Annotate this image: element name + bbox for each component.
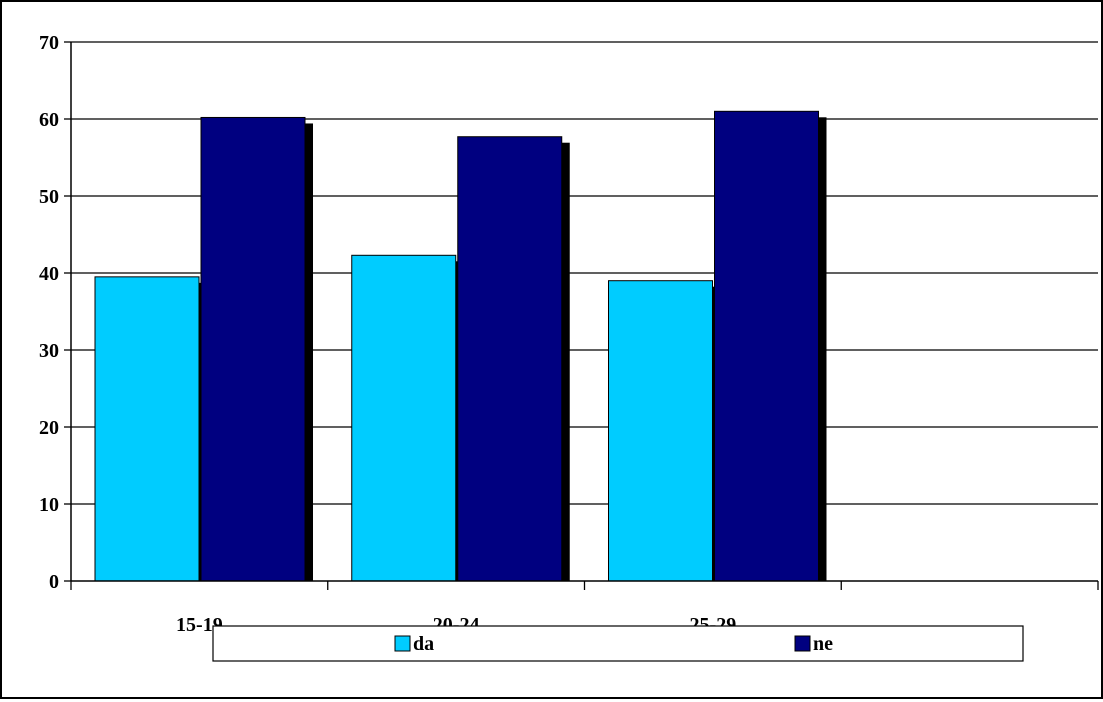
y-tick-label: 60 [39, 109, 59, 131]
y-tick-label: 50 [39, 186, 59, 208]
bar-ne [457, 136, 563, 582]
y-tick-label: 30 [39, 340, 59, 362]
legend-label-da: da [413, 633, 434, 655]
bar-da [351, 254, 457, 582]
bar-ne [714, 110, 819, 582]
y-tick-label: 10 [39, 494, 59, 516]
y-tick-label: 40 [39, 263, 59, 285]
legend-label-ne: ne [813, 633, 833, 655]
x-tick-label: 15-19 [176, 614, 223, 636]
bar-ne [200, 116, 306, 582]
bar-da [608, 280, 713, 582]
y-tick-label: 70 [39, 32, 59, 54]
legend-box [212, 625, 1024, 662]
bars [94, 110, 819, 582]
legend: da ne [212, 625, 1024, 662]
y-tick-label: 0 [49, 571, 59, 593]
y-tick-label: 20 [39, 417, 59, 439]
bar-da [94, 276, 200, 582]
legend-swatch-da [394, 635, 411, 652]
legend-swatch-ne [794, 635, 811, 652]
